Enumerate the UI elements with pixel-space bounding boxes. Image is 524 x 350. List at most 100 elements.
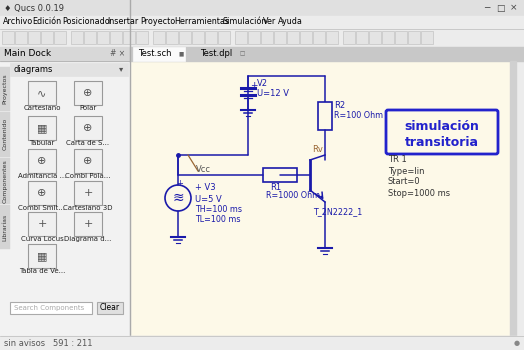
- Text: +: +: [250, 80, 257, 90]
- Text: Posicionado: Posicionado: [62, 18, 110, 27]
- Bar: [0, 29, 524, 47]
- Bar: [74, 116, 102, 140]
- Bar: [0, 61, 130, 336]
- Bar: [74, 212, 102, 236]
- Bar: [343, 31, 355, 44]
- Text: + V3: + V3: [195, 183, 215, 192]
- Bar: [0, 158, 10, 204]
- Bar: [194, 47, 244, 61]
- Bar: [0, 16, 524, 29]
- Text: ⊕: ⊕: [83, 156, 93, 166]
- Text: ●: ●: [514, 340, 520, 346]
- Bar: [10, 302, 92, 314]
- Bar: [74, 81, 102, 105]
- Text: □: □: [239, 51, 245, 56]
- Bar: [130, 61, 514, 340]
- Bar: [123, 31, 135, 44]
- Text: Proyectos: Proyectos: [3, 74, 7, 104]
- Text: ⊕: ⊕: [83, 123, 93, 133]
- Text: Contenido: Contenido: [3, 118, 7, 150]
- Bar: [218, 31, 230, 44]
- Text: Rv: Rv: [312, 146, 323, 154]
- Bar: [356, 31, 368, 44]
- Bar: [97, 31, 109, 44]
- Bar: [2, 31, 14, 44]
- Text: Componentes: Componentes: [3, 159, 7, 203]
- Bar: [248, 31, 260, 44]
- Text: simulación: simulación: [405, 119, 479, 133]
- Text: Start=0: Start=0: [388, 177, 421, 187]
- Text: transitoria: transitoria: [405, 135, 479, 148]
- Text: ▦: ▦: [37, 251, 47, 261]
- Bar: [71, 31, 83, 44]
- Text: Test.dpl: Test.dpl: [200, 49, 232, 58]
- Bar: [274, 31, 286, 44]
- Text: Combi Pola...: Combi Pola...: [66, 173, 111, 179]
- Text: Search Components: Search Components: [14, 305, 84, 311]
- Bar: [0, 47, 130, 61]
- Bar: [28, 212, 56, 236]
- Text: ⊕: ⊕: [83, 88, 93, 98]
- Text: R=1000 Ohm: R=1000 Ohm: [266, 191, 320, 201]
- Bar: [0, 205, 10, 249]
- Text: Vcc: Vcc: [196, 164, 211, 174]
- Text: ×: ×: [510, 4, 518, 13]
- Text: Stop=1000 ms: Stop=1000 ms: [388, 189, 450, 197]
- Text: R2: R2: [334, 102, 345, 111]
- Text: Tabular: Tabular: [29, 140, 54, 146]
- Bar: [28, 149, 56, 173]
- Text: U=12 V: U=12 V: [257, 89, 289, 98]
- Text: Main Dock: Main Dock: [4, 49, 51, 58]
- Circle shape: [165, 185, 191, 211]
- Bar: [28, 81, 56, 105]
- Bar: [153, 31, 165, 44]
- Text: ⊕: ⊕: [37, 156, 47, 166]
- Text: ■: ■: [178, 51, 183, 56]
- Bar: [28, 181, 56, 205]
- Bar: [74, 149, 102, 173]
- Text: Clear: Clear: [100, 303, 120, 313]
- Text: V2: V2: [257, 79, 268, 89]
- Text: TH=100 ms: TH=100 ms: [195, 204, 242, 214]
- FancyBboxPatch shape: [386, 110, 498, 154]
- Bar: [326, 31, 338, 44]
- Bar: [261, 31, 273, 44]
- Text: ∿: ∿: [37, 88, 47, 98]
- Text: Test.sch: Test.sch: [138, 49, 172, 58]
- Text: ▾: ▾: [119, 64, 123, 74]
- Text: Curva Locus: Curva Locus: [20, 236, 63, 242]
- Bar: [130, 336, 510, 342]
- Bar: [382, 31, 394, 44]
- Bar: [235, 31, 247, 44]
- Bar: [15, 31, 27, 44]
- Bar: [395, 31, 407, 44]
- Text: # ×: # ×: [110, 49, 125, 58]
- Bar: [408, 31, 420, 44]
- Bar: [287, 31, 299, 44]
- Text: Polar: Polar: [79, 105, 96, 111]
- Text: Herramientas: Herramientas: [174, 18, 229, 27]
- Text: diagrams: diagrams: [14, 64, 53, 74]
- Bar: [74, 181, 102, 205]
- Bar: [510, 61, 516, 336]
- Text: sin avisos   591 : 211: sin avisos 591 : 211: [4, 338, 93, 348]
- Bar: [318, 102, 332, 130]
- Text: Edición: Edición: [32, 18, 62, 27]
- Bar: [192, 31, 204, 44]
- Text: Cartesiano: Cartesiano: [23, 105, 61, 111]
- Text: Admitancia ...: Admitancia ...: [18, 173, 66, 179]
- Text: Carta de S...: Carta de S...: [67, 140, 110, 146]
- Bar: [133, 47, 185, 61]
- Bar: [0, 0, 524, 16]
- Text: Tabla de Ve...: Tabla de Ve...: [19, 268, 65, 274]
- Text: +: +: [37, 219, 47, 229]
- Bar: [369, 31, 381, 44]
- Text: Simulación: Simulación: [222, 18, 267, 27]
- Bar: [130, 47, 524, 61]
- Text: ─: ─: [484, 4, 490, 13]
- Bar: [110, 31, 122, 44]
- Text: +: +: [83, 188, 93, 198]
- Bar: [136, 31, 148, 44]
- Bar: [10, 63, 128, 76]
- Text: ▦: ▦: [37, 123, 47, 133]
